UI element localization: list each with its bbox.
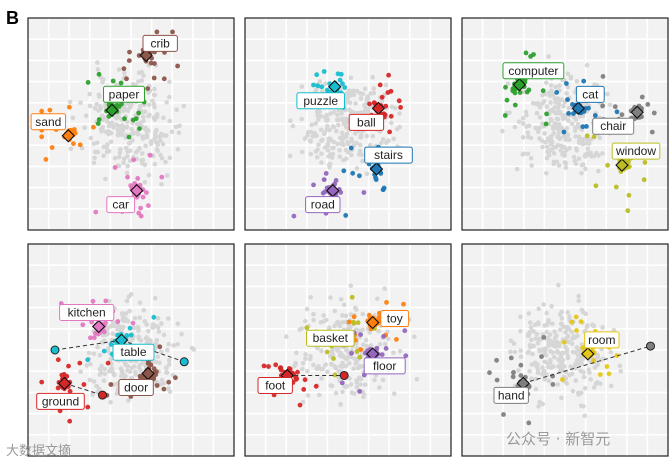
label-road: road <box>311 198 335 212</box>
label-ground: ground <box>42 394 79 408</box>
background-points <box>508 282 624 419</box>
label-box-foot <box>257 376 293 394</box>
label-box-cat <box>575 85 605 103</box>
panel-5: toy basket floor foot <box>244 243 452 457</box>
background-points <box>67 60 187 187</box>
marker-cat <box>571 101 586 116</box>
label-box-road <box>305 196 341 214</box>
label-box-chair <box>592 117 635 135</box>
label-crib: crib <box>151 36 171 50</box>
watermark-right: 公众号 · 新智元 <box>506 430 611 448</box>
panel-frame <box>244 243 452 457</box>
label-car: car <box>112 198 129 212</box>
label-box-hand <box>493 386 529 404</box>
label-box-kitchen <box>59 303 115 321</box>
label-box-puzzle <box>296 92 345 110</box>
label-box-paper <box>103 85 145 103</box>
marker-toy <box>365 315 380 330</box>
label-box-ball <box>348 113 385 131</box>
panel-6: room hand <box>461 243 669 457</box>
label-table: table <box>120 345 146 359</box>
anchor-table <box>179 357 189 367</box>
label-box-ground <box>36 392 85 410</box>
marker-computer <box>512 78 527 92</box>
marker-room <box>581 347 595 361</box>
marker-table <box>114 333 129 347</box>
label-basket: basket <box>313 331 349 345</box>
marker-paper <box>105 103 119 117</box>
label-kitchen: kitchen <box>68 305 106 319</box>
label-box-car <box>106 196 136 214</box>
panel-frame <box>27 243 235 457</box>
link-hand <box>523 345 651 384</box>
marker-crib <box>139 48 153 63</box>
label-box-room <box>584 331 620 349</box>
marker-floor <box>365 347 380 361</box>
marker-ball <box>371 101 386 116</box>
panel-frame <box>244 17 452 231</box>
label-box-window <box>611 142 661 160</box>
label-box-crib <box>142 34 178 52</box>
marker-sand <box>61 129 76 143</box>
panel-frame <box>461 243 669 457</box>
anchor-table <box>50 345 60 355</box>
label-floor: floor <box>373 359 396 373</box>
label-computer: computer <box>508 64 558 78</box>
label-puzzle: puzzle <box>303 94 338 108</box>
marker-stairs <box>369 162 384 176</box>
label-box-table <box>112 343 155 361</box>
panel-frame <box>461 17 669 231</box>
label-stairs: stairs <box>374 148 403 162</box>
panel-frame <box>27 17 235 231</box>
label-sand: sand <box>35 115 61 129</box>
marker-hand <box>516 376 530 391</box>
label-toy: toy <box>387 312 403 326</box>
panel-2: puzzle ball stairs road <box>244 17 452 231</box>
label-chair: chair <box>600 119 626 133</box>
marker-puzzle <box>327 80 342 94</box>
label-paper: paper <box>109 87 140 101</box>
label-box-toy <box>380 310 410 328</box>
watermark-left: 大数据文摘 <box>6 444 72 459</box>
label-box-computer <box>502 62 565 80</box>
panel-letter: B <box>6 8 19 28</box>
label-window: window <box>615 144 656 158</box>
panel-4: kitchen table door ground <box>27 243 235 457</box>
link-table <box>54 339 122 351</box>
label-box-stairs <box>364 146 413 164</box>
marker-road <box>326 183 340 198</box>
label-box-sand <box>30 113 67 131</box>
label-foot: foot <box>265 378 286 392</box>
anchor-ground <box>98 390 107 400</box>
marker-car <box>129 183 144 198</box>
panel-3: computer cat chair window <box>461 17 669 231</box>
panel-grid: crib paper sand car puzzle ball stairs road comp… <box>27 17 669 457</box>
panel-1: crib paper sand car <box>27 17 235 231</box>
label-box-floor <box>363 357 406 375</box>
label-ball: ball <box>357 115 376 129</box>
label-box-basket <box>306 329 355 347</box>
marker-chair <box>630 105 644 119</box>
label-box-door <box>118 379 154 397</box>
label-cat: cat <box>582 87 599 101</box>
marker-window <box>615 158 629 172</box>
label-hand: hand <box>498 388 525 402</box>
marker-kitchen <box>91 319 106 334</box>
label-room: room <box>588 333 615 347</box>
anchor-hand <box>646 341 655 351</box>
label-door: door <box>124 381 148 395</box>
marker-door <box>141 366 155 381</box>
anchor-foot <box>339 370 349 380</box>
marker-ground <box>57 376 72 391</box>
